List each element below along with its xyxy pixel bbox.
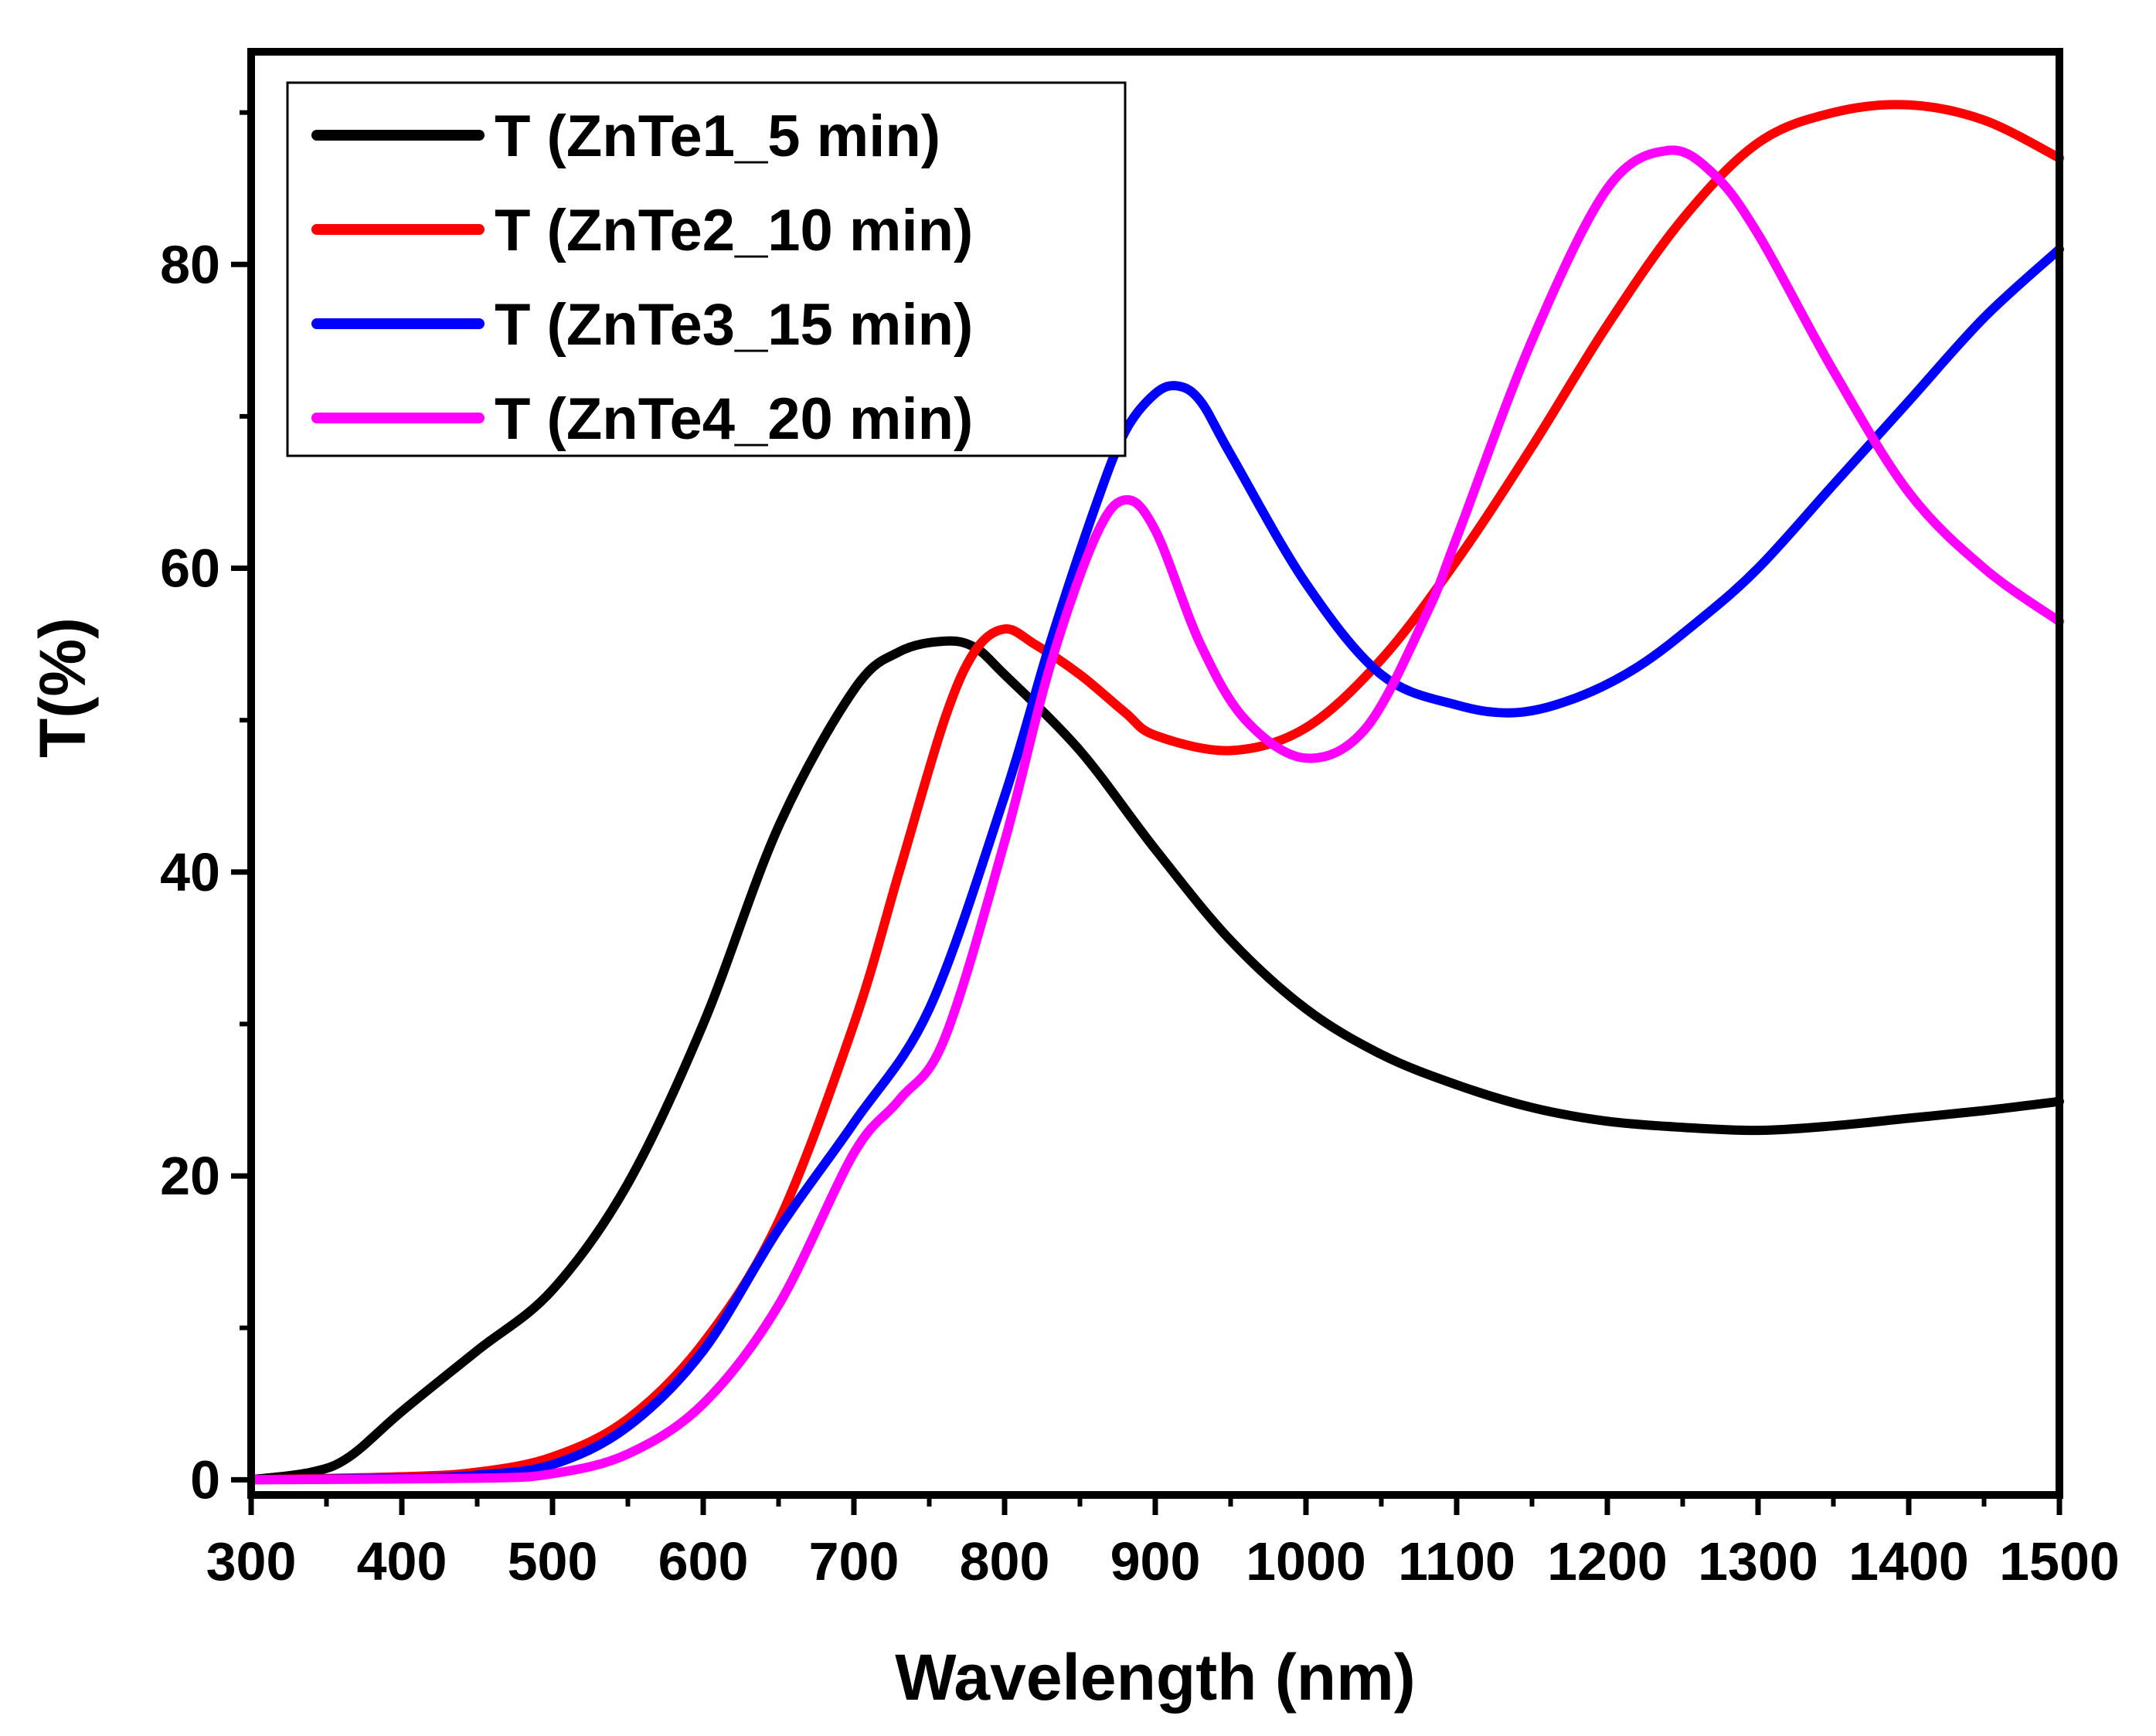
x-tick-label: 1000 bbox=[1246, 1531, 1366, 1592]
x-tick-label: 600 bbox=[658, 1531, 749, 1592]
legend-box bbox=[286, 81, 1127, 457]
x-tick-label: 300 bbox=[206, 1531, 297, 1592]
y-tick-label: 80 bbox=[160, 234, 220, 294]
series-line-1 bbox=[247, 636, 2064, 1485]
x-tick-label: 500 bbox=[508, 1531, 598, 1592]
series-line-2 bbox=[247, 100, 2064, 1485]
series-line-3 bbox=[247, 244, 2064, 1485]
legend-label-4: T (ZnTe4_20 min) bbox=[495, 386, 973, 452]
x-tick-label: 1300 bbox=[1698, 1531, 1818, 1592]
x-tick-label: 1500 bbox=[1999, 1531, 2120, 1592]
x-axis-title: Wavelength (nm) bbox=[895, 1641, 1416, 1714]
x-tick-label: 1400 bbox=[1848, 1531, 1969, 1592]
x-tick-label: 900 bbox=[1110, 1531, 1201, 1592]
y-tick-label: 40 bbox=[160, 842, 220, 902]
y-axis-title: T(%) bbox=[26, 617, 99, 758]
x-tick-label: 1100 bbox=[1398, 1531, 1515, 1592]
series-line-4 bbox=[247, 145, 2064, 1485]
series-layer bbox=[247, 100, 2064, 1485]
y-tick-label: 60 bbox=[160, 538, 220, 599]
tick-layer: 300 400 500 600 700 800 900 1000 1100 1200 1300 140… bbox=[160, 110, 2120, 1592]
legend: T (ZnTe1_5 min) T (ZnTe2_10 min) T (ZnTe3_… bbox=[286, 81, 1127, 457]
x-tick-label: 400 bbox=[357, 1531, 447, 1592]
y-tick-label: 20 bbox=[160, 1146, 220, 1206]
y-tick-label: 0 bbox=[190, 1449, 220, 1510]
legend-label-3: T (ZnTe3_15 min) bbox=[495, 292, 973, 358]
legend-label-1: T (ZnTe1_5 min) bbox=[495, 104, 940, 169]
legend-label-2: T (ZnTe2_10 min) bbox=[495, 198, 973, 263]
x-tick-label: 800 bbox=[960, 1531, 1050, 1592]
x-tick-label: 700 bbox=[809, 1531, 899, 1592]
x-tick-label: 1200 bbox=[1547, 1531, 1668, 1592]
